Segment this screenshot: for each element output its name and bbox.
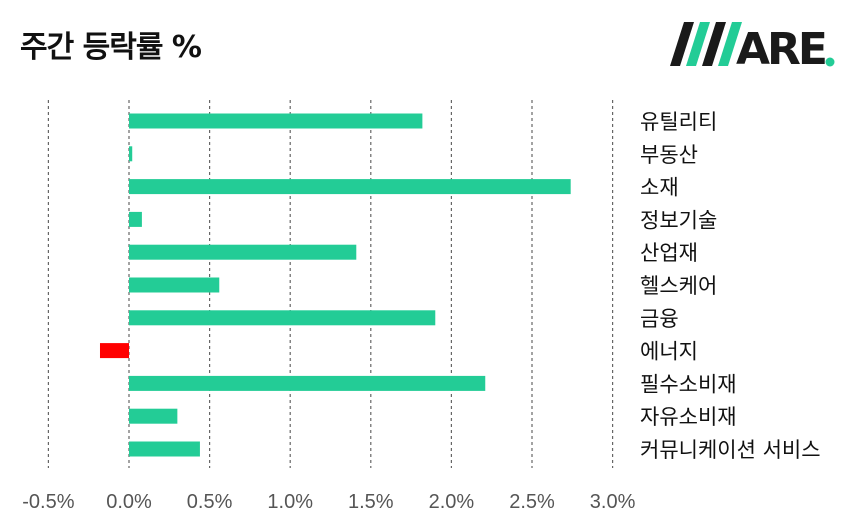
bar bbox=[129, 244, 357, 260]
category-label: 자유소비재 bbox=[640, 405, 737, 429]
x-tick-label: 0.0% bbox=[106, 491, 152, 513]
category-label: 헬스케어 bbox=[640, 274, 717, 298]
category-label: 부동산 bbox=[640, 143, 698, 167]
category-label: 금융 bbox=[640, 307, 679, 331]
bar bbox=[129, 408, 178, 424]
x-tick-label: 3.0% bbox=[590, 491, 636, 513]
bar bbox=[129, 179, 571, 195]
x-tick-label: 2.5% bbox=[509, 491, 555, 513]
x-tick-label: 1.0% bbox=[267, 491, 313, 513]
bar bbox=[129, 277, 220, 293]
logo-mark bbox=[670, 22, 742, 66]
category-label: 소재 bbox=[640, 176, 679, 200]
bar bbox=[129, 146, 133, 162]
logo-text: ARE bbox=[736, 24, 825, 70]
bar bbox=[129, 375, 486, 391]
x-tick-label: 1.5% bbox=[348, 491, 394, 513]
bar bbox=[99, 343, 129, 359]
bar bbox=[129, 211, 142, 227]
logo-dot bbox=[825, 57, 835, 67]
x-tick-label: -0.5% bbox=[22, 491, 74, 513]
x-tick-label: 0.5% bbox=[187, 491, 233, 513]
category-label: 산업재 bbox=[640, 241, 698, 265]
bar bbox=[129, 113, 423, 129]
category-label: 정보기술 bbox=[640, 208, 717, 232]
bar bbox=[129, 310, 436, 326]
aware-logo: ARE bbox=[670, 22, 835, 70]
chart-title: 주간 등락률 % bbox=[20, 30, 202, 65]
bar bbox=[129, 441, 200, 457]
category-label: 유틸리티 bbox=[640, 110, 717, 134]
category-label: 에너지 bbox=[640, 340, 698, 364]
category-label: 필수소비재 bbox=[640, 372, 737, 396]
x-tick-label: 2.0% bbox=[429, 491, 475, 513]
category-label: 커뮤니케이션 서비스 bbox=[640, 438, 821, 462]
